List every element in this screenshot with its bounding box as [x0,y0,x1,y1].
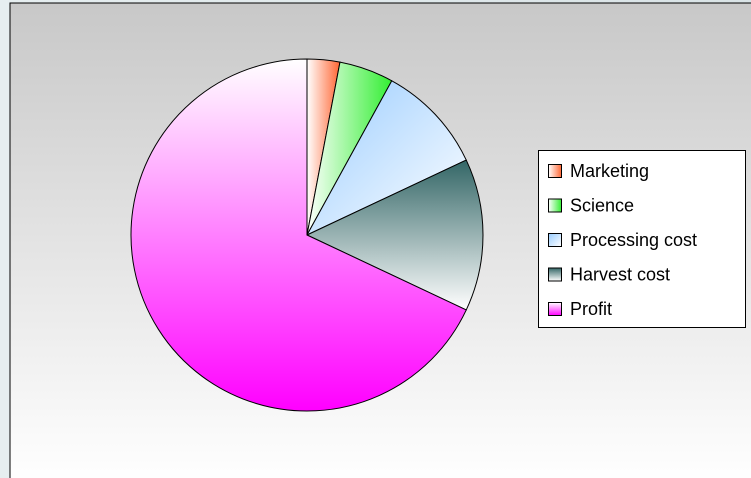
legend-box [538,150,746,328]
legend-label: Harvest cost [570,264,670,284]
legend: Marketing Science Processing cost Harvest c… [548,161,697,319]
legend-swatch [548,267,562,282]
legend-swatch [548,233,562,247]
legend-swatch [548,198,562,213]
pie-slice [130,58,467,412]
legend-label: Marketing [570,161,649,181]
legend-swatch [548,164,562,178]
legend-label: Profit [570,299,612,319]
pie-slice [305,80,467,237]
legend-swatch [548,302,562,316]
pie-slice [305,159,484,311]
legend-label: Processing cost [570,230,697,250]
legend-label: Science [570,195,634,215]
pie [130,58,484,412]
